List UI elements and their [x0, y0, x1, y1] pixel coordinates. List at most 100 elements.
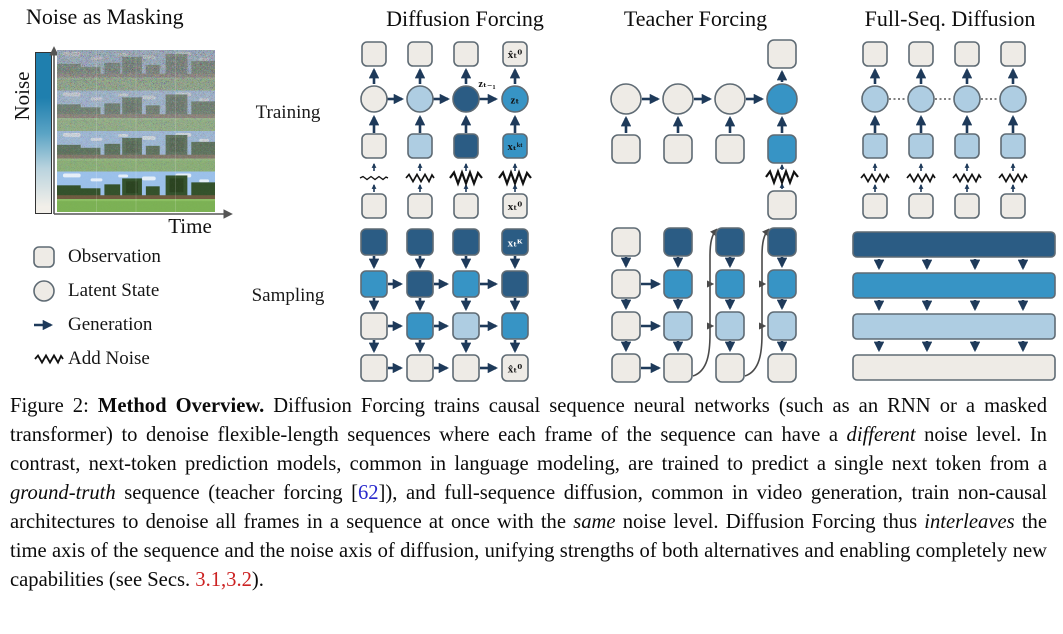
- node-square: [501, 354, 529, 382]
- node-square: [767, 190, 797, 220]
- masking-frame-grid: [57, 50, 215, 212]
- node-square: [1000, 133, 1026, 159]
- caption-segment-cite[interactable]: 62: [357, 482, 379, 504]
- caption-segment-normal: sequence (teacher forcing [: [115, 482, 358, 504]
- noise-squiggle-medium: [906, 173, 936, 183]
- node-square: [452, 354, 480, 382]
- node-square: [1000, 193, 1026, 219]
- node-circle: [452, 85, 480, 113]
- node-square: [501, 312, 529, 340]
- node-square: [360, 354, 388, 382]
- noise-overlay: [57, 131, 215, 172]
- legend-item-add-noise: Add Noise: [32, 342, 242, 376]
- caption-segment-normal: Diffusion Forcing trains causal sequence…: [10, 395, 1047, 446]
- panel-title-noise-as-masking: Noise as Masking: [26, 4, 184, 29]
- noise-squiggle-medium: [952, 173, 982, 183]
- caption-segment-italic: same: [573, 511, 616, 533]
- node-square: [406, 312, 434, 340]
- diffusion-forcing-training-diagram: x̂ₜ⁰ zₜ₋₁ zₜ xₜᵏᵗ xₜ⁰: [359, 41, 533, 219]
- node-circle: [501, 85, 529, 113]
- resample-arrow: [692, 228, 718, 377]
- node-square: [452, 270, 480, 298]
- frame-row-medium-noise: [57, 131, 215, 172]
- node-square: [452, 228, 480, 256]
- node-square: [611, 134, 641, 164]
- sequence-bar: [852, 354, 1056, 381]
- panel-title-diffusion-forcing: Diffusion Forcing: [386, 6, 544, 31]
- node-square: [407, 193, 433, 219]
- node-square: [663, 311, 693, 341]
- panel-title-teacher-forcing: Teacher Forcing: [623, 6, 768, 31]
- node-square: [360, 270, 388, 298]
- node-square: [361, 193, 387, 219]
- diffusion-forcing-sampling-diagram: xₜᴷ x̂ₜ⁰: [360, 228, 529, 382]
- panel-title-full-seq-diffusion: Full-Seq. Diffusion: [864, 6, 1036, 31]
- node-circle: [406, 85, 434, 113]
- node-label-z-t: zₜ: [511, 95, 520, 107]
- node-square: [663, 134, 693, 164]
- caption-segment-normal: noise level. Diffusion Forcing thus: [615, 511, 925, 533]
- noise-overlay: [57, 50, 215, 91]
- caption-segment-ref[interactable]: 3.1,3.2: [195, 569, 252, 591]
- node-square: [767, 269, 797, 299]
- node-square: [611, 227, 641, 257]
- noise-squiggle-medium: [405, 173, 435, 183]
- noise-overlay: [57, 90, 215, 131]
- node-square: [767, 227, 797, 257]
- legend-item-generation: Generation: [32, 308, 242, 342]
- noise-squiggle-medium: [998, 173, 1028, 183]
- use-shape: [34, 354, 64, 364]
- caption-segment-italic: different: [846, 424, 916, 446]
- teacher-forcing-training-diagram: [610, 39, 800, 220]
- legend-label: Latent State: [68, 280, 160, 301]
- node-square: [767, 353, 797, 383]
- node-square: [767, 311, 797, 341]
- sequence-bar: [852, 313, 1056, 340]
- legend-label: Add Noise: [68, 348, 150, 369]
- node-square: [501, 228, 529, 256]
- node-square: [663, 269, 693, 299]
- node-square: [453, 133, 479, 159]
- frame-row-clean: [57, 171, 215, 212]
- node-square: [1000, 41, 1026, 67]
- caption-segment-normal: Figure 2:: [10, 395, 98, 417]
- node-square: [954, 193, 980, 219]
- caption-segment-italic: interleaves: [924, 511, 1015, 533]
- node-circle: [861, 85, 889, 113]
- edge-label-z-t-minus-1: zₜ₋₁: [478, 79, 495, 90]
- node-square: [406, 354, 434, 382]
- node-square: [715, 269, 745, 299]
- node-circle: [610, 83, 642, 115]
- full-seq-sampling-diagram: [852, 231, 1056, 381]
- noise-squiggle-low: [359, 175, 389, 181]
- node-square: [406, 270, 434, 298]
- node-circle: [360, 85, 388, 113]
- teacher-forcing-sampling-diagram: [611, 227, 797, 383]
- node-circle: [953, 85, 981, 113]
- legend-item-observation: Observation: [32, 240, 242, 274]
- sequence-bar: [852, 272, 1056, 299]
- node-square: [611, 353, 641, 383]
- time-axis-label: Time: [168, 214, 212, 238]
- node-circle: [766, 83, 798, 115]
- latent-state-circle-icon: [32, 279, 68, 303]
- node-square: [767, 39, 797, 69]
- node-square: [954, 41, 980, 67]
- full-seq-training-diagram: [860, 41, 1028, 219]
- node-square: [715, 311, 745, 341]
- node-square: [767, 134, 797, 164]
- frame-row-high-noise: [57, 90, 215, 131]
- noise-squiggle-high: [764, 170, 800, 184]
- figure-caption: Figure 2: Method Overview. Diffusion For…: [10, 392, 1047, 595]
- caption-segment-normal: noise level. In contrast, next-token pre…: [10, 424, 1047, 475]
- node-square: [611, 269, 641, 299]
- node-circle: [999, 85, 1027, 113]
- node-square: [908, 41, 934, 67]
- noise-squiggle-medium: [860, 173, 890, 183]
- node-square: [715, 134, 745, 164]
- legend-label: Observation: [68, 246, 161, 267]
- sequence-bar: [852, 231, 1056, 258]
- node-square: [360, 312, 388, 340]
- node-label-xhat-t-0: x̂ₜ⁰: [508, 364, 523, 376]
